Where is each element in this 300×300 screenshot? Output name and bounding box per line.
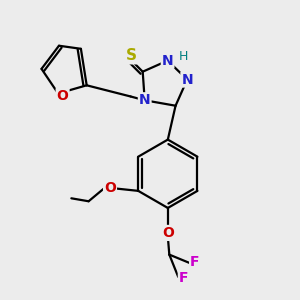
Text: O: O: [162, 226, 174, 240]
Text: F: F: [179, 271, 188, 285]
Text: F: F: [190, 255, 200, 269]
Text: N: N: [182, 73, 193, 86]
Text: N: N: [162, 54, 173, 68]
Text: S: S: [126, 48, 137, 63]
Text: O: O: [57, 89, 68, 103]
Text: N: N: [139, 93, 151, 107]
Text: O: O: [104, 181, 116, 195]
Text: H: H: [178, 50, 188, 63]
